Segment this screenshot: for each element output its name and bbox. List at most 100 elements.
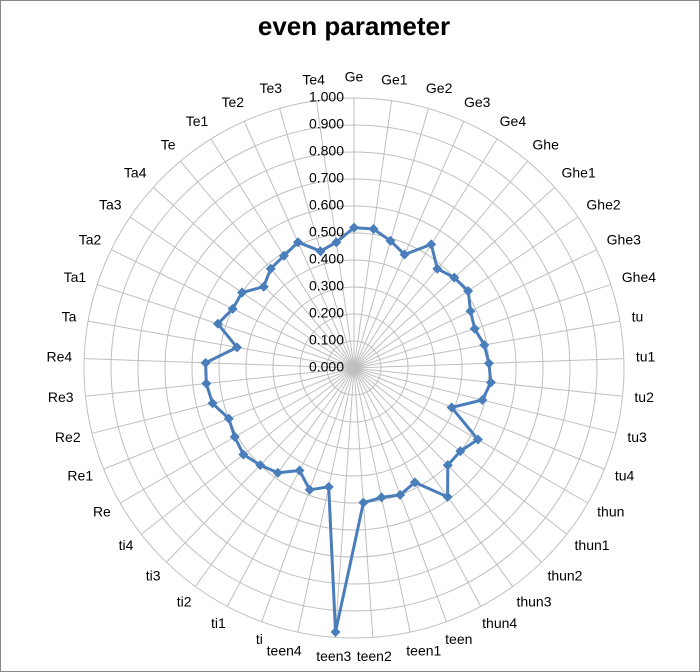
marker (237, 287, 248, 298)
category-label: Ghe1 (562, 165, 596, 181)
category-label: ti4 (119, 537, 134, 553)
marker (207, 398, 218, 409)
category-label: Te4 (302, 72, 325, 88)
marker (469, 323, 480, 334)
marker (232, 342, 243, 353)
category-label: Ghe4 (622, 269, 656, 285)
tick-label: 0.500 (309, 224, 344, 240)
category-label: teen3 (316, 648, 351, 664)
tick-label: 0.200 (309, 305, 344, 321)
category-label: Ghe2 (586, 197, 620, 213)
series (200, 222, 496, 637)
tick-label: 0.100 (309, 332, 344, 348)
marker (292, 237, 303, 248)
marker (455, 446, 466, 457)
category-label: ti3 (146, 567, 161, 583)
category-label: Ge4 (500, 113, 527, 129)
category-label: teen (445, 631, 472, 647)
marker (446, 402, 457, 413)
marker (294, 465, 305, 476)
category-label: Ge2 (426, 80, 453, 96)
category-label: tu (632, 308, 644, 324)
category-label: Ta (62, 308, 77, 324)
category-label: Te (161, 137, 176, 153)
marker (323, 481, 334, 492)
category-label: ti (256, 631, 263, 647)
marker (368, 223, 379, 234)
marker (349, 222, 359, 233)
category-label: thun2 (547, 567, 582, 583)
marker (304, 484, 315, 495)
marker (330, 626, 341, 637)
category-label: Ge3 (464, 94, 491, 110)
tick-label: 0.300 (309, 278, 344, 294)
marker (265, 263, 276, 274)
marker (255, 460, 266, 471)
marker (426, 239, 437, 250)
marker (472, 434, 483, 445)
grid-ring (83, 97, 625, 639)
marker (395, 489, 406, 500)
marker (238, 449, 249, 460)
category-label: Ge1 (381, 72, 408, 88)
grid-ring (137, 151, 571, 585)
grid-ring (272, 286, 436, 450)
category-label: Ta3 (99, 197, 122, 213)
marker (479, 340, 490, 351)
marker (385, 235, 396, 246)
grid-ring (191, 205, 517, 531)
marker (465, 306, 476, 317)
grid-ring (326, 340, 382, 396)
category-label: tu1 (636, 349, 656, 365)
category-label: Te1 (186, 113, 209, 129)
category-label: Re1 (67, 467, 93, 483)
tick-label: 0.000 (309, 359, 344, 375)
marker (463, 285, 474, 296)
series-line (204, 226, 493, 634)
tick-label: 0.700 (309, 170, 344, 186)
category-label: Re4 (46, 349, 72, 365)
tick-label: 0.400 (309, 251, 344, 267)
category-label: ti2 (177, 593, 192, 609)
category-label: Te2 (221, 94, 244, 110)
category-label: Ta4 (124, 165, 147, 181)
grid-ring (245, 259, 463, 477)
category-label: thun (597, 504, 624, 520)
category-label: Ta2 (79, 232, 102, 248)
marker (442, 491, 453, 502)
tick-label: 0.900 (309, 116, 344, 132)
category-label: Ge (345, 69, 364, 85)
chart-title: even parameter (258, 11, 450, 41)
tick-label: 0.800 (309, 143, 344, 159)
category-label: Te3 (259, 80, 282, 96)
marker (258, 281, 269, 292)
category-label: teen1 (406, 642, 441, 658)
marker (477, 395, 488, 406)
category-label: tu4 (615, 467, 635, 483)
labels: 0.000 0.100 0.200 0.300 0.400 0.500 0.600 0.700… (46, 69, 656, 664)
marker (449, 272, 460, 283)
marker (376, 492, 387, 503)
category-label: tu2 (634, 389, 654, 405)
category-label: Ta1 (64, 269, 87, 285)
grid-ring (110, 124, 598, 612)
marker (483, 358, 494, 369)
category-label: teen4 (267, 642, 302, 658)
marker (315, 246, 326, 257)
category-label: Re3 (48, 389, 74, 405)
tick-label: 1.000 (309, 89, 344, 105)
marker (278, 250, 289, 261)
marker (200, 357, 211, 368)
marker (227, 303, 238, 314)
tick-label: 0.600 (309, 197, 344, 213)
category-label: Ghe (532, 137, 559, 153)
marker (442, 460, 453, 471)
marker (399, 249, 410, 260)
category-label: tu3 (627, 429, 647, 445)
marker (212, 318, 223, 329)
marker (409, 477, 420, 488)
category-label: Ghe3 (607, 232, 641, 248)
category-label: Re2 (55, 429, 81, 445)
grid-ring (164, 178, 544, 558)
marker (485, 377, 496, 388)
